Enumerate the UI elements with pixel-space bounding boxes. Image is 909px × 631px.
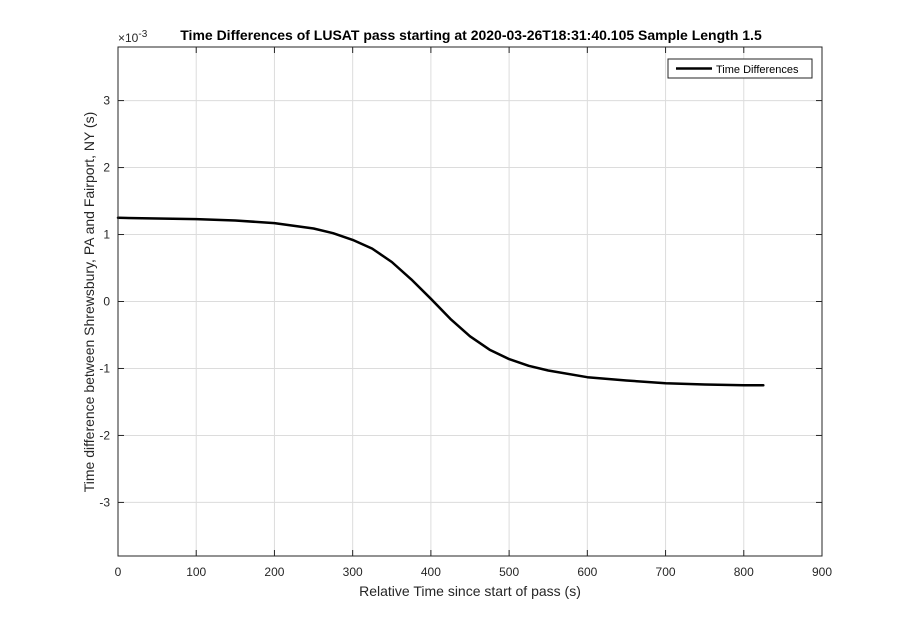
legend: Time Differences: [667, 58, 813, 79]
x-tick-label: 600: [577, 565, 597, 579]
y-exponent-base: ×10-3: [118, 29, 148, 45]
x-tick-label: 500: [499, 565, 519, 579]
series-layer: [116, 216, 765, 387]
legend-label: Time Differences: [716, 64, 799, 76]
legend-box: [667, 58, 813, 79]
y-tick-label: 1: [103, 228, 110, 242]
x-tick-label: 800: [734, 565, 754, 579]
x-tick-label: 400: [421, 565, 441, 579]
y-tick-label: 0: [103, 295, 110, 309]
y-tick-label: -3: [99, 495, 110, 509]
y-tick-label: 3: [103, 94, 110, 108]
x-tick-label: 200: [264, 565, 284, 579]
tick-labels: 0 100 200 300 400 500 600 700 800 900 -3 -2 -1 0 1 2 3: [99, 94, 832, 579]
ticks: [117, 47, 823, 556]
x-axis-title: Relative Time since start of pass (s): [359, 583, 581, 599]
grid: [118, 47, 822, 556]
x-tick-label: 0: [115, 565, 122, 579]
y-axis-title: Time difference between Shrewsbury, PA a…: [81, 112, 97, 493]
series-line-time-differences: [116, 216, 765, 387]
x-tick-label: 900: [812, 565, 832, 579]
y-tick-label: -1: [99, 361, 110, 375]
y-tick-label: -2: [99, 428, 110, 442]
x-tick-label: 300: [343, 565, 363, 579]
x-tick-label: 700: [656, 565, 676, 579]
y-tick-label: 2: [103, 161, 110, 175]
chart-title: Time Differences of LUSAT pass starting …: [180, 27, 762, 43]
x-tick-label: 100: [186, 565, 206, 579]
